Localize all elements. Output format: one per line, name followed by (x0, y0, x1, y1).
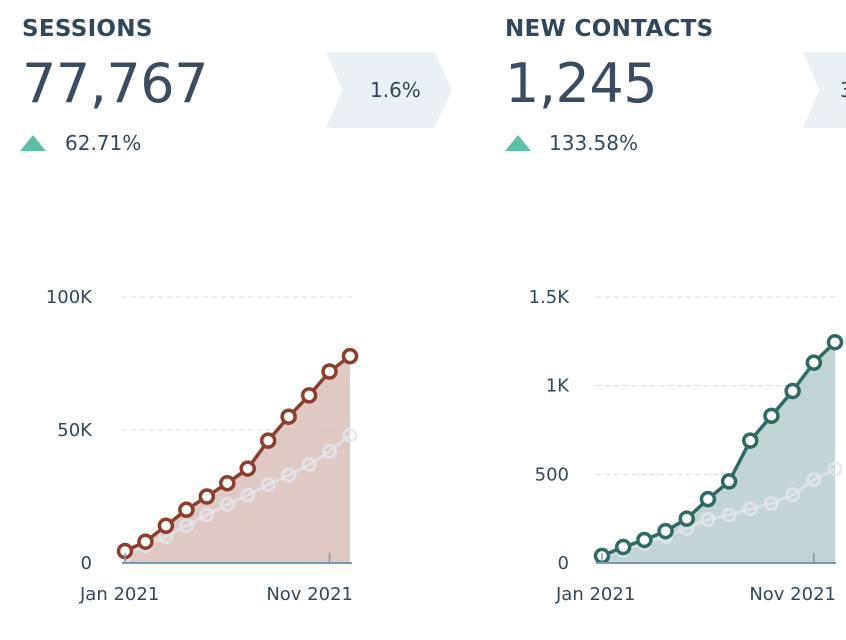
sessions-change: 62.71% (65, 131, 142, 155)
sessions-y-tick-label: 50K (57, 420, 93, 441)
contacts-x-label-start: Jan 2021 (555, 584, 635, 605)
sessions-point (157, 517, 175, 535)
contacts-point (699, 490, 717, 508)
contacts-area (602, 342, 835, 563)
contacts-comparison-point (806, 472, 822, 488)
contacts-comparison-point (700, 512, 716, 528)
sessions-point (341, 347, 359, 365)
sessions-comparison-point (178, 518, 194, 534)
sessions-x-label-end: Nov 2021 (266, 584, 353, 605)
contacts-point (678, 510, 695, 527)
sessions-chart: 0 50K 100K Jan 2021 Nov 2021 (46, 287, 359, 605)
contacts-comparison-point (763, 496, 779, 512)
sessions-comparison-point (240, 487, 256, 503)
sessions-point (239, 460, 256, 477)
sessions-comparison-line (124, 434, 351, 557)
sessions-comparison-point (322, 443, 338, 459)
sessions-point (259, 432, 277, 449)
sessions-comparison-point (260, 477, 276, 493)
sessions-value: 77,767 (22, 52, 208, 115)
contacts-point (763, 407, 780, 425)
contacts-point (805, 354, 823, 371)
sessions-comparison-badge (326, 52, 452, 128)
contacts-y-tick-label: 1.5K (529, 287, 571, 308)
sessions-comparison-point (219, 496, 235, 512)
sessions-panel: SESSIONS 77,767 62.71% 1.6% (20, 16, 452, 155)
contacts-comparison-point (827, 461, 843, 477)
sessions-point (137, 533, 154, 550)
contacts-point (614, 538, 632, 556)
sessions-point (280, 408, 297, 425)
sessions-point (219, 474, 236, 492)
sessions-comparison-point (281, 467, 297, 483)
triangle-up-icon (20, 135, 46, 151)
sessions-comparison-point (199, 507, 215, 523)
sessions-point (300, 387, 318, 404)
contacts-point (826, 333, 844, 351)
contacts-comparison-point (721, 507, 737, 523)
sessions-y-tick-label: 100K (46, 287, 93, 308)
sessions-point (321, 363, 338, 380)
sessions-point (178, 501, 195, 519)
contacts-point (742, 432, 759, 449)
contacts-point (636, 531, 653, 549)
sessions-y-tick-label: 0 (81, 553, 92, 574)
sessions-x-label-start: Jan 2021 (79, 584, 159, 605)
sessions-area (125, 356, 350, 563)
contacts-point (720, 473, 738, 490)
contacts-point (657, 522, 674, 540)
contacts-y-tick-label: 1K (546, 376, 570, 397)
sessions-title: SESSIONS (22, 16, 153, 42)
contacts-x-label-end: Nov 2021 (749, 584, 836, 605)
contacts-comparison-point (785, 487, 801, 503)
sessions-badge-text: 1.6% (370, 78, 421, 102)
contacts-point (784, 382, 801, 400)
sessions-comparison-point (342, 427, 358, 443)
new-contacts-chart: 0 500 1K 1.5K Jan 2021 Nov 2021 (529, 287, 844, 605)
contacts-y-tick-label: 0 (558, 553, 569, 574)
sessions-comparison-point (301, 457, 317, 473)
contacts-comparison-point (742, 501, 758, 517)
sessions-point (198, 488, 216, 505)
contacts-y-tick-label: 500 (535, 464, 569, 485)
